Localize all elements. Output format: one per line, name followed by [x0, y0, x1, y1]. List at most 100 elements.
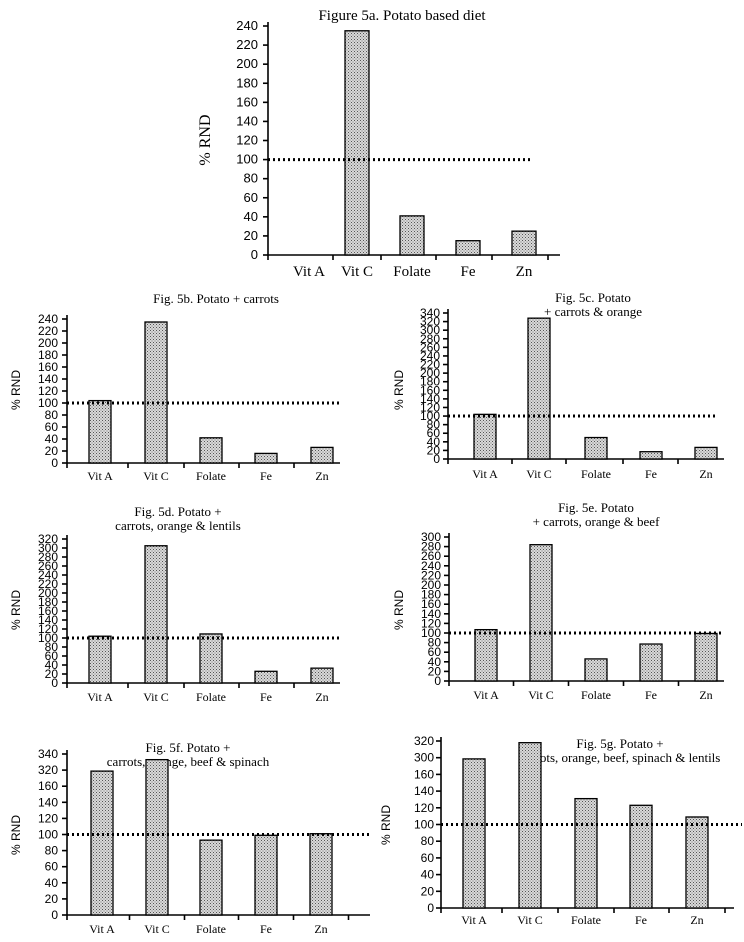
bar-vit-a — [88, 635, 112, 684]
x-category-label: Folate — [581, 467, 611, 481]
x-category-label: Vit A — [473, 688, 499, 702]
y-tick-label: 80 — [45, 408, 59, 422]
y-tick-label: 260 — [38, 559, 58, 573]
y-tick-label: 220 — [236, 37, 258, 52]
y-tick-label: 0 — [251, 247, 258, 262]
y-tick-label: 240 — [420, 349, 440, 363]
y-tick-label: 120 — [38, 811, 58, 825]
y-tick-label: 240 — [236, 18, 258, 33]
y-tick-label: 20 — [244, 228, 258, 243]
x-category-label: Fe — [645, 467, 657, 481]
y-tick-label: 100 — [420, 409, 440, 423]
x-category-label: Folate — [571, 913, 601, 927]
y-tick-label: 40 — [421, 868, 435, 882]
y-tick-label: 160 — [38, 604, 58, 618]
y-tick-label: 120 — [38, 384, 58, 398]
y-tick-label: 20 — [45, 667, 59, 681]
y-axis-label: % RND — [9, 815, 23, 855]
y-tick-label: 160 — [38, 360, 58, 374]
bar-vit-c — [527, 317, 551, 460]
bar-fe — [254, 834, 278, 916]
y-tick-label: 60 — [45, 420, 59, 434]
y-tick-label: 0 — [434, 674, 441, 688]
y-tick-label: 100 — [414, 818, 434, 832]
y-tick-label: 180 — [421, 588, 441, 602]
y-tick-label: 160 — [421, 597, 441, 611]
chart-title: Fig. 5e. Potato + carrots, orange & beef — [533, 500, 660, 529]
y-tick-label: 100 — [236, 152, 258, 167]
y-axis-label: % RND — [197, 114, 214, 165]
chart-title: Figure 5a. Potato based diet — [318, 8, 486, 24]
y-tick-label: 320 — [38, 532, 58, 546]
x-category-label: Vit A — [293, 264, 325, 280]
y-tick-label: 40 — [244, 209, 258, 224]
x-category-label: Zn — [690, 913, 703, 927]
x-category-label: Vit A — [461, 913, 487, 927]
y-tick-label: 140 — [38, 372, 58, 386]
y-tick-label: 320 — [420, 315, 440, 329]
y-tick-label: 60 — [244, 190, 258, 205]
y-tick-label: 20 — [45, 892, 59, 906]
x-category-label: Zn — [699, 688, 712, 702]
x-category-label: Fe — [260, 469, 272, 483]
x-category-label: Vit A — [87, 469, 113, 483]
y-tick-label: 140 — [421, 607, 441, 621]
y-tick-label: 80 — [428, 636, 442, 650]
x-category-label: Vit C — [144, 922, 170, 936]
x-category-label: Fe — [645, 688, 657, 702]
bar-vit-a — [474, 628, 498, 682]
x-category-label: Vit C — [143, 690, 169, 704]
x-category-label: Zn — [315, 469, 328, 483]
x-category-label: Fe — [461, 264, 476, 280]
y-tick-label: 200 — [38, 586, 58, 600]
bar-vit-a — [473, 413, 497, 460]
y-tick-label: 40 — [45, 432, 59, 446]
y-tick-label: 80 — [421, 834, 435, 848]
y-tick-label: 120 — [236, 133, 258, 148]
x-category-label: Zn — [314, 922, 327, 936]
y-tick-label: 160 — [420, 383, 440, 397]
x-category-label: Zn — [516, 264, 533, 280]
chart-1: Figure 5a. Potato based diet % RND 0 20 40 60… — [197, 8, 560, 280]
bar-folate — [199, 839, 223, 916]
chart-5: Fig. 5e. Potato + carrots, orange & beef%… — [392, 500, 724, 702]
bar-folate — [584, 436, 608, 460]
y-tick-label: 120 — [420, 400, 440, 414]
y-tick-label: 120 — [414, 801, 434, 815]
chart-title: Fig. 5d. Potato + carrots, orange & lenti… — [115, 504, 241, 533]
bar-folate — [584, 658, 608, 682]
y-tick-label: 20 — [421, 884, 435, 898]
x-category-label: Zn — [699, 467, 712, 481]
x-category-label: Vit A — [89, 922, 115, 936]
bar-fe — [254, 670, 278, 684]
y-tick-label: 240 — [38, 568, 58, 582]
x-category-label: Folate — [196, 922, 226, 936]
y-tick-label: 160 — [236, 94, 258, 109]
chart-title: Fig. 5b. Potato + carrots — [153, 291, 279, 306]
y-axis-label: % RND — [9, 590, 23, 630]
y-tick-label: 140 — [38, 613, 58, 627]
y-tick-label: 80 — [427, 418, 441, 432]
y-tick-label: 60 — [45, 649, 59, 663]
bar-zn — [694, 446, 718, 460]
bar-vit-c — [144, 321, 168, 464]
y-tick-label: 140 — [38, 795, 58, 809]
y-tick-label: 220 — [38, 577, 58, 591]
y-tick-label: 180 — [38, 595, 58, 609]
y-tick-label: 0 — [51, 908, 58, 922]
bar-folate — [399, 215, 425, 256]
x-category-label: Vit C — [528, 688, 554, 702]
chart-7: Fig. 5g. Potato + carrots, orange, beef, … — [379, 734, 742, 927]
y-tick-label: 340 — [38, 747, 58, 761]
y-tick-label: 160 — [414, 767, 434, 781]
y-tick-label: 240 — [421, 559, 441, 573]
bar-vit-c — [529, 544, 553, 682]
y-tick-label: 160 — [38, 779, 58, 793]
bar-zn — [685, 816, 709, 909]
chart-3: Fig. 5c. Potato + carrots & orange% RND02… — [392, 290, 724, 481]
bar-zn — [511, 230, 537, 256]
chart-6: Fig. 5f. Potato + carrots, orange, beef &… — [9, 740, 372, 936]
bar-zn — [310, 667, 334, 684]
y-tick-label: 260 — [420, 340, 440, 354]
bar-vit-a — [462, 758, 486, 909]
